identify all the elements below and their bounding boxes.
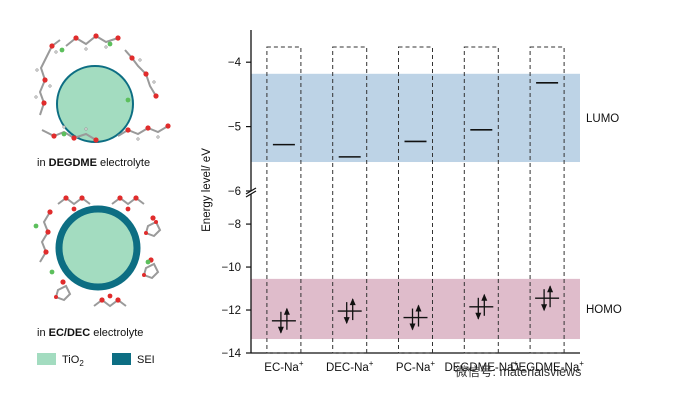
y-axis-label: Energy level/ eV	[201, 148, 213, 232]
spin-up-arrowhead	[349, 298, 356, 306]
y-tick-label: −5	[228, 122, 241, 134]
lumo-band-label: LUMO	[586, 113, 619, 125]
caption-degdme: in DEGDME electrolyte	[37, 157, 150, 169]
na-ion	[49, 269, 55, 275]
x-category-label: DEGDME-Na+	[510, 359, 584, 374]
illustration-ec-dec	[33, 195, 162, 308]
na-ion	[33, 223, 39, 229]
axis-break-mark	[245, 190, 257, 198]
watermark: 微信号: materialsviews	[455, 365, 581, 379]
legend-label-sei: SEI	[137, 354, 155, 366]
spin-up-arrowhead	[481, 293, 488, 301]
molecule-dec-bottom	[93, 293, 127, 308]
molecule-chain-top	[65, 33, 121, 51]
category-box	[266, 46, 302, 354]
x-category-label: DEC-Na+	[326, 359, 374, 374]
spin-up-arrowhead	[283, 307, 290, 315]
molecule-ec-ring	[144, 215, 162, 238]
homo-band	[251, 278, 580, 340]
legend-swatch-sei	[112, 353, 131, 365]
x-category-label: DEGDME-Na+	[444, 359, 518, 374]
spin-up-arrowhead	[547, 285, 554, 293]
molecule-chain-left	[39, 209, 53, 263]
na-ion	[145, 259, 151, 265]
sei-coated-particle	[55, 205, 141, 291]
category-box	[529, 46, 565, 354]
illustration-degdme	[34, 33, 171, 143]
spin-up-arrowhead	[415, 304, 422, 312]
spin-down-arrowhead	[541, 304, 548, 312]
molecule-chain-top-left	[34, 39, 61, 116]
x-category-label: PC-Na+	[396, 359, 436, 374]
spin-down-arrowhead	[409, 323, 416, 331]
molecule-chain-right	[124, 49, 159, 99]
molecule-chain-bottom-left	[41, 125, 99, 143]
y-tick-label: −10	[221, 262, 241, 274]
y-tick-label: −8	[228, 219, 241, 231]
spin-down-arrowhead	[475, 312, 482, 320]
molecule-chain-bottom-right	[117, 123, 171, 141]
x-category-label: EC-Na+	[264, 359, 304, 374]
molecule-dec-top-right	[111, 195, 145, 212]
na-ion	[107, 41, 113, 47]
legend-swatch-tio2	[37, 353, 56, 365]
lumo-band	[251, 73, 580, 163]
y-tick-label: −4	[228, 57, 242, 69]
tio2-particle	[56, 65, 134, 143]
na-ion	[125, 97, 131, 103]
homo-band-label: HOMO	[586, 304, 622, 316]
molecule-ec-ring	[142, 257, 160, 280]
molecule-ec-ring	[54, 279, 72, 302]
category-box	[398, 46, 433, 354]
spin-down-arrowhead	[277, 326, 284, 334]
energy-level-chart: −4 −5 −6 −8 −10 −12 −14 Energy level/ eV LUMO HOM…	[201, 30, 622, 374]
y-tick-label: −12	[221, 305, 241, 317]
legend-label-tio2: TiO2	[62, 354, 84, 368]
na-ion	[59, 47, 65, 53]
category-box	[463, 46, 499, 354]
y-tick-label: −14	[221, 348, 241, 360]
spin-down-arrowhead	[343, 317, 350, 325]
na-ion	[61, 131, 67, 137]
legend: TiO2 SEI	[37, 353, 155, 368]
molecule-dec-top	[57, 195, 91, 212]
category-box	[332, 46, 368, 354]
y-tick-label: −6	[228, 186, 241, 198]
caption-ec-dec: in EC/DEC electrolyte	[37, 327, 143, 339]
